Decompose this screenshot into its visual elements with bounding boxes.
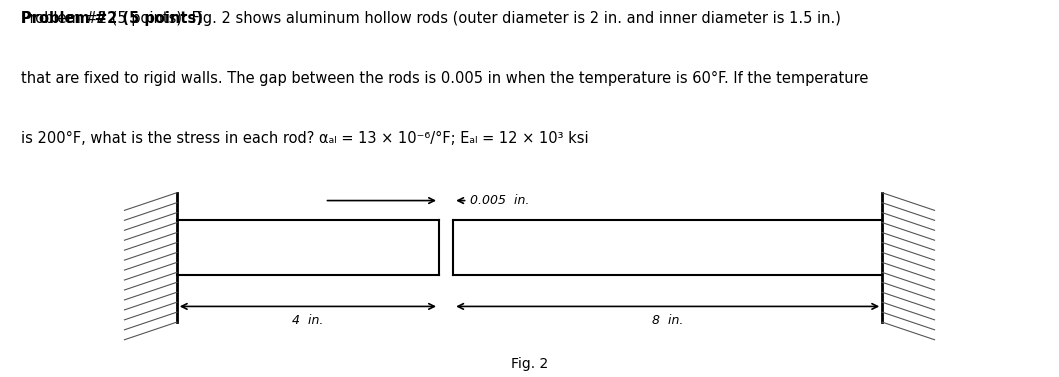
Text: Problem #2 (5 points): Problem #2 (5 points) [21, 11, 203, 26]
Text: Fig. 2: Fig. 2 [510, 357, 549, 371]
Text: 8  in.: 8 in. [652, 314, 683, 327]
Text: that are fixed to rigid walls. The gap between the rods is 0.005 in when the tem: that are fixed to rigid walls. The gap b… [21, 71, 868, 86]
Text: Problem #2 (5 points): Fig. 2 shows aluminum hollow rods (outer diameter is 2 in: Problem #2 (5 points): Fig. 2 shows alum… [21, 11, 841, 26]
Text: 0.005  in.: 0.005 in. [470, 194, 530, 207]
Text: 4  in.: 4 in. [292, 314, 324, 327]
Text: is 200°F, what is the stress in each rod? αₐₗ = 13 × 10⁻⁶/°F; Eₐₗ = 12 × 10³ ksi: is 200°F, what is the stress in each rod… [21, 130, 589, 146]
